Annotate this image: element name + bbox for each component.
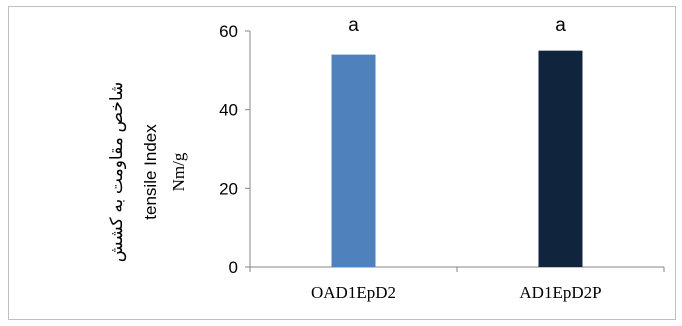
category-labels: OAD1EpD2 AD1EpD2P	[311, 283, 602, 302]
y-tick-label: 40	[219, 101, 238, 120]
bar-oad1epd2	[331, 54, 376, 267]
y-axis-title-line-2: tensile Index	[141, 124, 160, 220]
y-tick-label: 0	[229, 258, 238, 277]
y-tick-label: 20	[219, 179, 238, 198]
significance-label: a	[348, 15, 359, 36]
bar-ad1epd2p	[538, 50, 583, 267]
category-label: OAD1EpD2	[311, 283, 396, 302]
y-axis-title-line-3: Nm/g	[169, 152, 188, 191]
category-label: AD1EpD2P	[519, 283, 601, 302]
y-axis-title-group: شاخص مقاومت به کشش tensile Index Nm/g	[107, 82, 188, 263]
y-tick-label: 60	[219, 22, 238, 41]
bars	[331, 50, 583, 267]
significance-label: a	[555, 15, 566, 36]
y-ticks: 0 20 40 60	[219, 22, 250, 277]
axes	[249, 31, 665, 272]
y-axis-title-line-1: شاخص مقاومت به کشش	[107, 82, 127, 263]
